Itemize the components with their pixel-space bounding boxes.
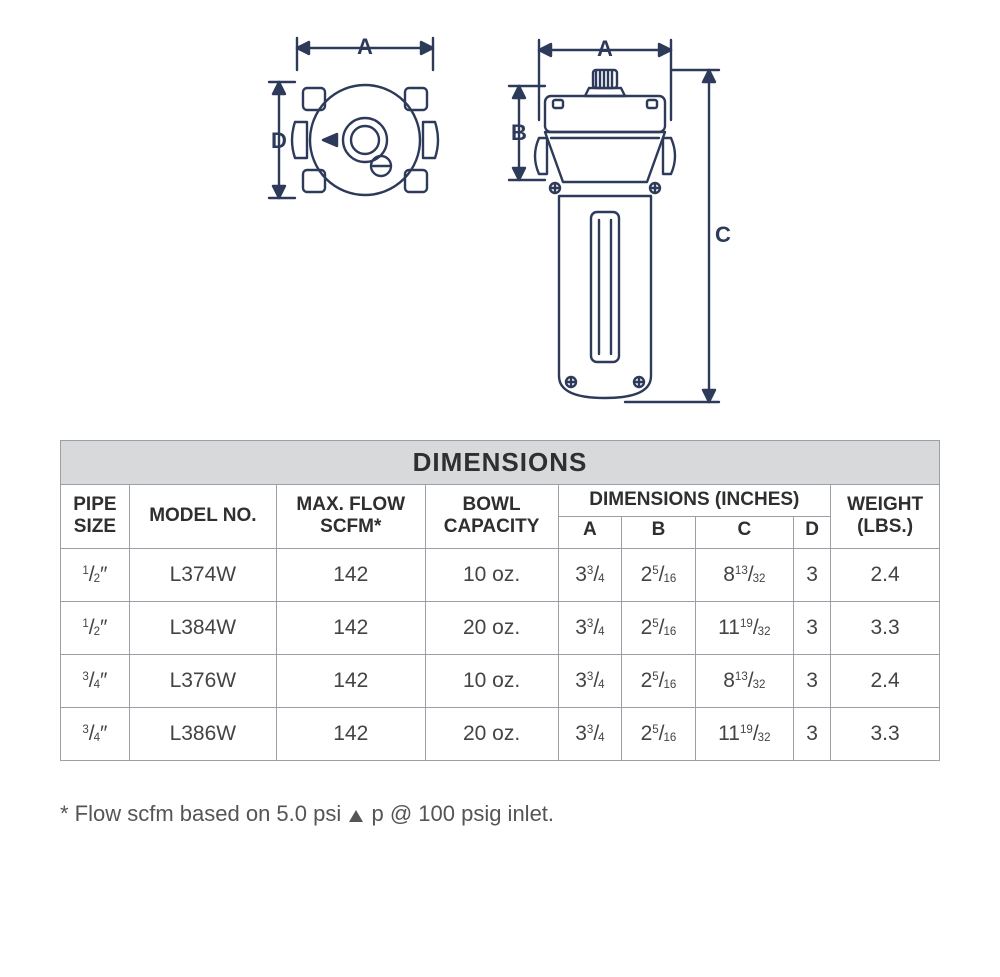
table-row: 3/4″L386W14220 oz.33/425/161119/3233.3 — [61, 707, 940, 760]
col-dim-a: A — [558, 516, 622, 548]
cell-dim-a: 33/4 — [558, 654, 622, 707]
cell-weight: 2.4 — [831, 548, 940, 601]
dim-label-a-top: A — [357, 34, 373, 59]
footnote-prefix: * Flow scfm based on 5.0 psi — [60, 801, 347, 826]
cell-dim-d: 3 — [793, 707, 830, 760]
cell-dim-b: 25/16 — [622, 601, 695, 654]
dim-label-a-side: A — [597, 36, 613, 61]
table-body: 1/2″L374W14210 oz.33/425/16813/3232.41/2… — [61, 548, 940, 760]
dim-label-d: D — [271, 128, 287, 153]
cell-pipe-size: 1/2″ — [61, 548, 130, 601]
cell-model-no: L376W — [129, 654, 276, 707]
col-dim-b: B — [622, 516, 695, 548]
cell-dim-a: 33/4 — [558, 548, 622, 601]
cell-bowl-capacity: 20 oz. — [425, 601, 558, 654]
dimensions-table: DIMENSIONS PIPESIZE MODEL NO. MAX. FLOWS… — [60, 440, 940, 761]
cell-weight: 3.3 — [831, 601, 940, 654]
table-row: 1/2″L384W14220 oz.33/425/161119/3233.3 — [61, 601, 940, 654]
cell-dim-d: 3 — [793, 548, 830, 601]
cell-model-no: L384W — [129, 601, 276, 654]
col-dim-d: D — [793, 516, 830, 548]
col-pipe-size: PIPESIZE — [61, 485, 130, 549]
cell-bowl-capacity: 10 oz. — [425, 548, 558, 601]
diagram-area: A D — [60, 20, 940, 440]
cell-dim-b: 25/16 — [622, 654, 695, 707]
cell-weight: 3.3 — [831, 707, 940, 760]
cell-pipe-size: 3/4″ — [61, 654, 130, 707]
col-model-no: MODEL NO. — [129, 485, 276, 549]
cell-model-no: L386W — [129, 707, 276, 760]
cell-dim-a: 33/4 — [558, 601, 622, 654]
col-max-flow: MAX. FLOWSCFM* — [276, 485, 425, 549]
top-view-diagram: A D — [265, 30, 465, 230]
col-dim-c: C — [695, 516, 793, 548]
cell-max-flow: 142 — [276, 707, 425, 760]
cell-pipe-size: 3/4″ — [61, 707, 130, 760]
cell-dim-b: 25/16 — [622, 707, 695, 760]
cell-dim-b: 25/16 — [622, 548, 695, 601]
cell-weight: 2.4 — [831, 654, 940, 707]
cell-model-no: L374W — [129, 548, 276, 601]
cell-max-flow: 142 — [276, 548, 425, 601]
cell-dim-c: 813/32 — [695, 548, 793, 601]
table-row: 1/2″L374W14210 oz.33/425/16813/3232.4 — [61, 548, 940, 601]
cell-pipe-size: 1/2″ — [61, 601, 130, 654]
cell-max-flow: 142 — [276, 654, 425, 707]
table-row: 3/4″L376W14210 oz.33/425/16813/3232.4 — [61, 654, 940, 707]
delta-icon — [349, 810, 363, 822]
col-weight: WEIGHT(LBS.) — [831, 485, 940, 549]
cell-dim-c: 813/32 — [695, 654, 793, 707]
dim-label-c: C — [715, 222, 731, 247]
cell-dim-a: 33/4 — [558, 707, 622, 760]
col-bowl-capacity: BOWLCAPACITY — [425, 485, 558, 549]
cell-dim-c: 1119/32 — [695, 601, 793, 654]
cell-dim-c: 1119/32 — [695, 707, 793, 760]
cell-dim-d: 3 — [793, 654, 830, 707]
cell-bowl-capacity: 20 oz. — [425, 707, 558, 760]
footnote-suffix: p @ 100 psig inlet. — [365, 801, 554, 826]
col-dimensions-group: DIMENSIONS (INCHES) — [558, 485, 831, 517]
footnote: * Flow scfm based on 5.0 psi p @ 100 psi… — [60, 801, 940, 827]
dim-label-b: B — [511, 120, 527, 145]
cell-dim-d: 3 — [793, 601, 830, 654]
cell-bowl-capacity: 10 oz. — [425, 654, 558, 707]
cell-max-flow: 142 — [276, 601, 425, 654]
side-view-diagram: A B C — [495, 30, 735, 420]
page: A D — [0, 0, 1000, 977]
table-title: DIMENSIONS — [61, 441, 940, 485]
